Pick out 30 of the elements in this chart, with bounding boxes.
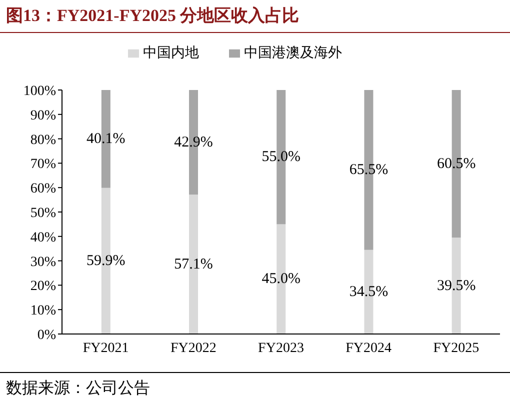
y-tick-label: 30% <box>30 254 56 270</box>
data-label: 59.9% <box>86 252 126 269</box>
y-tick-label: 0% <box>37 328 56 343</box>
y-tick-label: 20% <box>30 279 56 294</box>
y-tick-label: 50% <box>30 206 56 221</box>
x-tick-label: FY2021 <box>82 340 129 356</box>
data-label: 42.9% <box>174 134 213 150</box>
data-label: 34.5% <box>349 284 388 300</box>
y-tick-label: 10% <box>30 304 56 319</box>
source-note: 数据来源：公司公告 <box>6 378 150 399</box>
y-tick-label: 100% <box>23 84 56 99</box>
data-label: 60.5% <box>436 156 476 172</box>
data-label: 39.5% <box>436 278 476 294</box>
x-tick-label: FY2022 <box>170 340 216 356</box>
y-tick-label: 40% <box>30 230 56 246</box>
x-tick-label: FY2025 <box>433 340 480 356</box>
data-label: 65.5% <box>349 162 388 178</box>
data-label: 40.1% <box>86 130 126 147</box>
chart-title: 图13：FY2021-FY2025 分地区收入占比 <box>6 5 300 27</box>
y-tick-label: 60% <box>30 182 56 197</box>
data-label: 57.1% <box>174 256 213 272</box>
x-tick-label: FY2023 <box>258 340 304 356</box>
y-tick-label: 70% <box>30 157 56 172</box>
data-label: 55.0% <box>262 149 300 166</box>
legend-label: 中国内地 <box>143 46 199 61</box>
legend-label: 中国港澳及海外 <box>244 46 342 61</box>
data-label: 45.0% <box>262 271 300 288</box>
x-tick-label: FY2024 <box>346 340 392 356</box>
y-tick-label: 90% <box>30 108 56 124</box>
y-tick-label: 80% <box>30 132 56 148</box>
